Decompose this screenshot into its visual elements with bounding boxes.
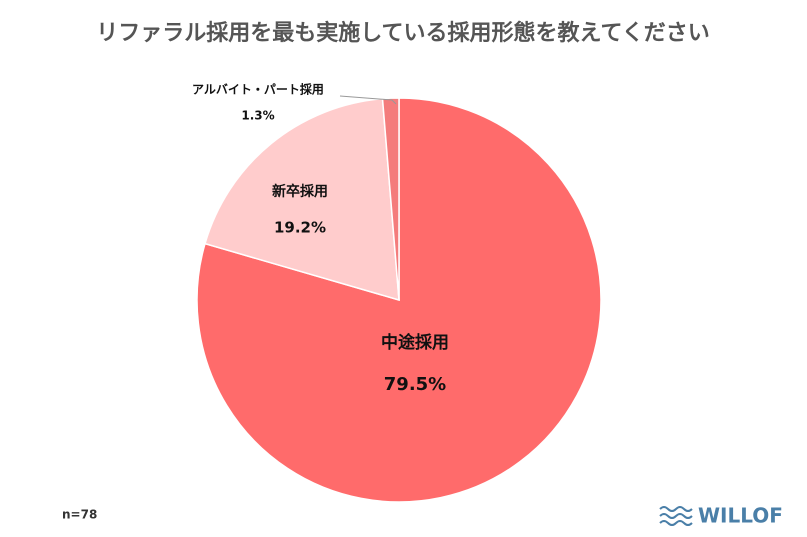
slice-label: 新卒採用 [272, 183, 328, 200]
value-label: 79.5% [384, 374, 446, 395]
logo-wave [659, 520, 693, 526]
chart-title: リファラル採用を最も実施している採用形態を教えてください [96, 20, 710, 46]
pie-slice [381, 97, 400, 301]
note: n=78 [62, 508, 97, 522]
slice-label: アルバイト・パート採用 [192, 82, 324, 97]
slice-label: 中途採用 [381, 332, 449, 353]
leader-line [339, 95, 397, 105]
value-label: 19.2% [274, 219, 326, 237]
logo [659, 506, 693, 526]
pie-slice [204, 97, 400, 302]
logo-wave [659, 513, 693, 519]
logo-wave [659, 506, 693, 512]
value-label: 1.3% [241, 109, 274, 123]
logo-text: WILLOF [698, 504, 783, 528]
